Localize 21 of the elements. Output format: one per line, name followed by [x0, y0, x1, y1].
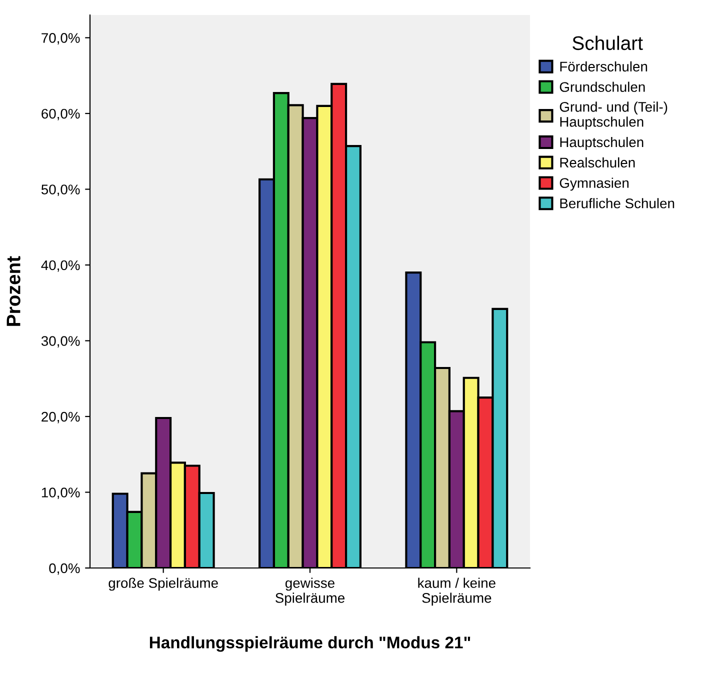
- x-tick-label: große Spielräume: [108, 578, 218, 591]
- x-axis-title: Handlungsspielräume durch "Modus 21": [150, 636, 470, 652]
- y-tick-label: 10,0%: [42, 488, 80, 500]
- legend-label: Grund- und (Teil-) Hauptschulen: [560, 102, 668, 130]
- y-tick-label: 60,0%: [42, 108, 80, 120]
- y-tick-label: 20,0%: [42, 412, 80, 424]
- legend-label: Berufliche Schulen: [560, 198, 674, 208]
- y-tick-label: 70,0%: [42, 33, 80, 45]
- legend-label: Förderschulen: [560, 61, 648, 72]
- legend-label: Realschulen: [560, 157, 635, 168]
- y-tick-label: 30,0%: [41, 336, 80, 348]
- legend-title: Schulart: [572, 36, 643, 50]
- y-tick-label: 40,0%: [41, 260, 80, 272]
- legend-label: Grundschulen: [560, 82, 645, 92]
- legend-label: Hauptschulen: [560, 136, 644, 150]
- x-tick-label: kaum / keine Spielräume: [418, 578, 496, 606]
- y-tick-label: 50,0%: [41, 184, 80, 196]
- x-tick-label: gewisse Spielräume: [276, 578, 345, 606]
- legend-label: Gymnasien: [560, 178, 629, 191]
- y-tick-label: 0,0%: [49, 563, 80, 575]
- y-axis-title: Prozent: [6, 256, 20, 326]
